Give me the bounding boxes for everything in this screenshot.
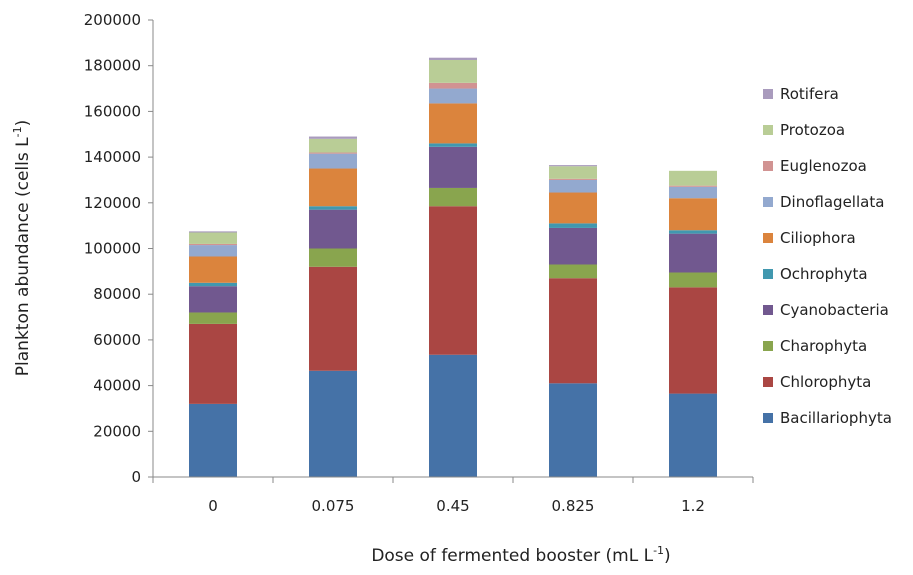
bar-segment-ciliophora bbox=[549, 192, 597, 224]
x-tick-label: 0.825 bbox=[552, 497, 595, 515]
bar-segment-ochrophyta bbox=[549, 223, 597, 228]
bar-segment-cyanobacteria bbox=[429, 146, 477, 188]
x-tick-label: 1.2 bbox=[681, 497, 705, 515]
y-tick-label: 200000 bbox=[84, 11, 141, 29]
legend-label: Dinoflagellata bbox=[780, 193, 884, 211]
legend-swatch bbox=[763, 413, 773, 423]
bar-segment-charophyta bbox=[669, 272, 717, 288]
bar-segment-protozoa bbox=[309, 138, 357, 153]
y-tick-label: 160000 bbox=[84, 102, 141, 120]
legend-label: Protozoa bbox=[780, 121, 845, 139]
y-tick-label: 120000 bbox=[84, 194, 141, 212]
x-tick-label: 0 bbox=[208, 497, 218, 515]
y-tick-label: 100000 bbox=[84, 240, 141, 258]
legend-swatch bbox=[763, 89, 773, 99]
legend-label: Ochrophyta bbox=[780, 265, 868, 283]
bar-segment-ochrophyta bbox=[669, 230, 717, 234]
bar-segment-ciliophora bbox=[669, 198, 717, 231]
legend: Rotifera Protozoa Euglenozoa Dinoflagellata… bbox=[763, 85, 892, 427]
y-axis-title: Plankton abundance (cells L-1) bbox=[11, 120, 33, 376]
bar-segment-charophyta bbox=[189, 312, 237, 324]
bar-segment-cyanobacteria bbox=[669, 233, 717, 273]
x-tick-label: 0.45 bbox=[436, 497, 469, 515]
legend-swatch bbox=[763, 305, 773, 315]
bar-segment-cyanobacteria bbox=[309, 209, 357, 249]
bar-segment-ciliophora bbox=[429, 103, 477, 144]
bar-segment-dinoflagellata bbox=[429, 88, 477, 104]
y-tick-label: 80000 bbox=[93, 285, 141, 303]
bar-segment-chlorophyta bbox=[189, 323, 237, 404]
bar-segment-protozoa bbox=[429, 59, 477, 83]
bar-segment-dinoflagellata bbox=[669, 186, 717, 199]
legend-label: Rotifera bbox=[780, 85, 839, 103]
y-tick-label: 180000 bbox=[84, 57, 141, 75]
bar-segment-cyanobacteria bbox=[189, 286, 237, 313]
bars-group bbox=[189, 57, 717, 477]
legend-label: Ciliophora bbox=[780, 229, 856, 247]
bar-segment-bacillariophyta bbox=[549, 383, 597, 477]
bar-segment-protozoa bbox=[189, 232, 237, 244]
legend-label: Chlorophyta bbox=[780, 373, 871, 391]
bar-segment-dinoflagellata bbox=[189, 245, 237, 257]
bar-segment-ciliophora bbox=[309, 168, 357, 207]
bar-segment-ciliophora bbox=[189, 256, 237, 283]
bar-segment-charophyta bbox=[309, 248, 357, 267]
bar-segment-ochrophyta bbox=[189, 282, 237, 287]
legend-swatch bbox=[763, 233, 773, 243]
bar-segment-dinoflagellata bbox=[309, 153, 357, 169]
bar-segment-chlorophyta bbox=[429, 206, 477, 355]
bar-segment-euglenozoa bbox=[309, 152, 357, 154]
y-tick-label: 140000 bbox=[84, 148, 141, 166]
y-ticks-group: 0 20000 40000 60000 80000 100000 120000 140000 1… bbox=[84, 11, 153, 486]
bar-segment-euglenozoa bbox=[189, 243, 237, 246]
bar-segment-charophyta bbox=[429, 187, 477, 207]
bar-segment-ochrophyta bbox=[309, 206, 357, 210]
x-axis-title: Dose of fermented booster (mL L-1) bbox=[371, 544, 670, 566]
y-tick-label: 0 bbox=[131, 468, 141, 486]
bar-segment-cyanobacteria bbox=[549, 227, 597, 265]
bar-segment-chlorophyta bbox=[309, 266, 357, 371]
bar-segment-bacillariophyta bbox=[669, 393, 717, 477]
y-tick-label: 40000 bbox=[93, 377, 141, 395]
bar-segment-dinoflagellata bbox=[549, 179, 597, 193]
bar-segment-protozoa bbox=[669, 170, 717, 186]
bar-segment-bacillariophyta bbox=[429, 354, 477, 477]
bar-segment-charophyta bbox=[549, 264, 597, 279]
bar-segment-bacillariophyta bbox=[309, 370, 357, 477]
bar-segment-euglenozoa bbox=[429, 82, 477, 89]
y-tick-label: 20000 bbox=[93, 422, 141, 440]
legend-swatch bbox=[763, 161, 773, 171]
x-tick-label: 0.075 bbox=[312, 497, 355, 515]
legend-label: Bacillariophyta bbox=[780, 409, 892, 427]
bar-segment-protozoa bbox=[549, 166, 597, 179]
bar-segment-rotifera bbox=[549, 165, 597, 167]
legend-swatch bbox=[763, 269, 773, 279]
legend-label: Cyanobacteria bbox=[780, 301, 889, 319]
bar-segment-chlorophyta bbox=[549, 278, 597, 384]
bar-segment-rotifera bbox=[189, 231, 237, 233]
x-ticks-group: 0 0.075 0.45 0.825 1.2 bbox=[152, 477, 754, 515]
legend-swatch bbox=[763, 377, 773, 387]
bar-segment-rotifera bbox=[309, 136, 357, 139]
bar-segment-bacillariophyta bbox=[189, 403, 237, 477]
bar-segment-ochrophyta bbox=[429, 143, 477, 147]
legend-swatch bbox=[763, 125, 773, 135]
legend-swatch bbox=[763, 197, 773, 207]
bar-segment-euglenozoa bbox=[669, 185, 717, 187]
legend-swatch bbox=[763, 341, 773, 351]
legend-label: Euglenozoa bbox=[780, 157, 867, 175]
y-tick-label: 60000 bbox=[93, 331, 141, 349]
legend-label: Charophyta bbox=[780, 337, 867, 355]
bar-segment-rotifera bbox=[429, 57, 477, 60]
bar-segment-euglenozoa bbox=[549, 178, 597, 180]
bar-segment-chlorophyta bbox=[669, 287, 717, 394]
